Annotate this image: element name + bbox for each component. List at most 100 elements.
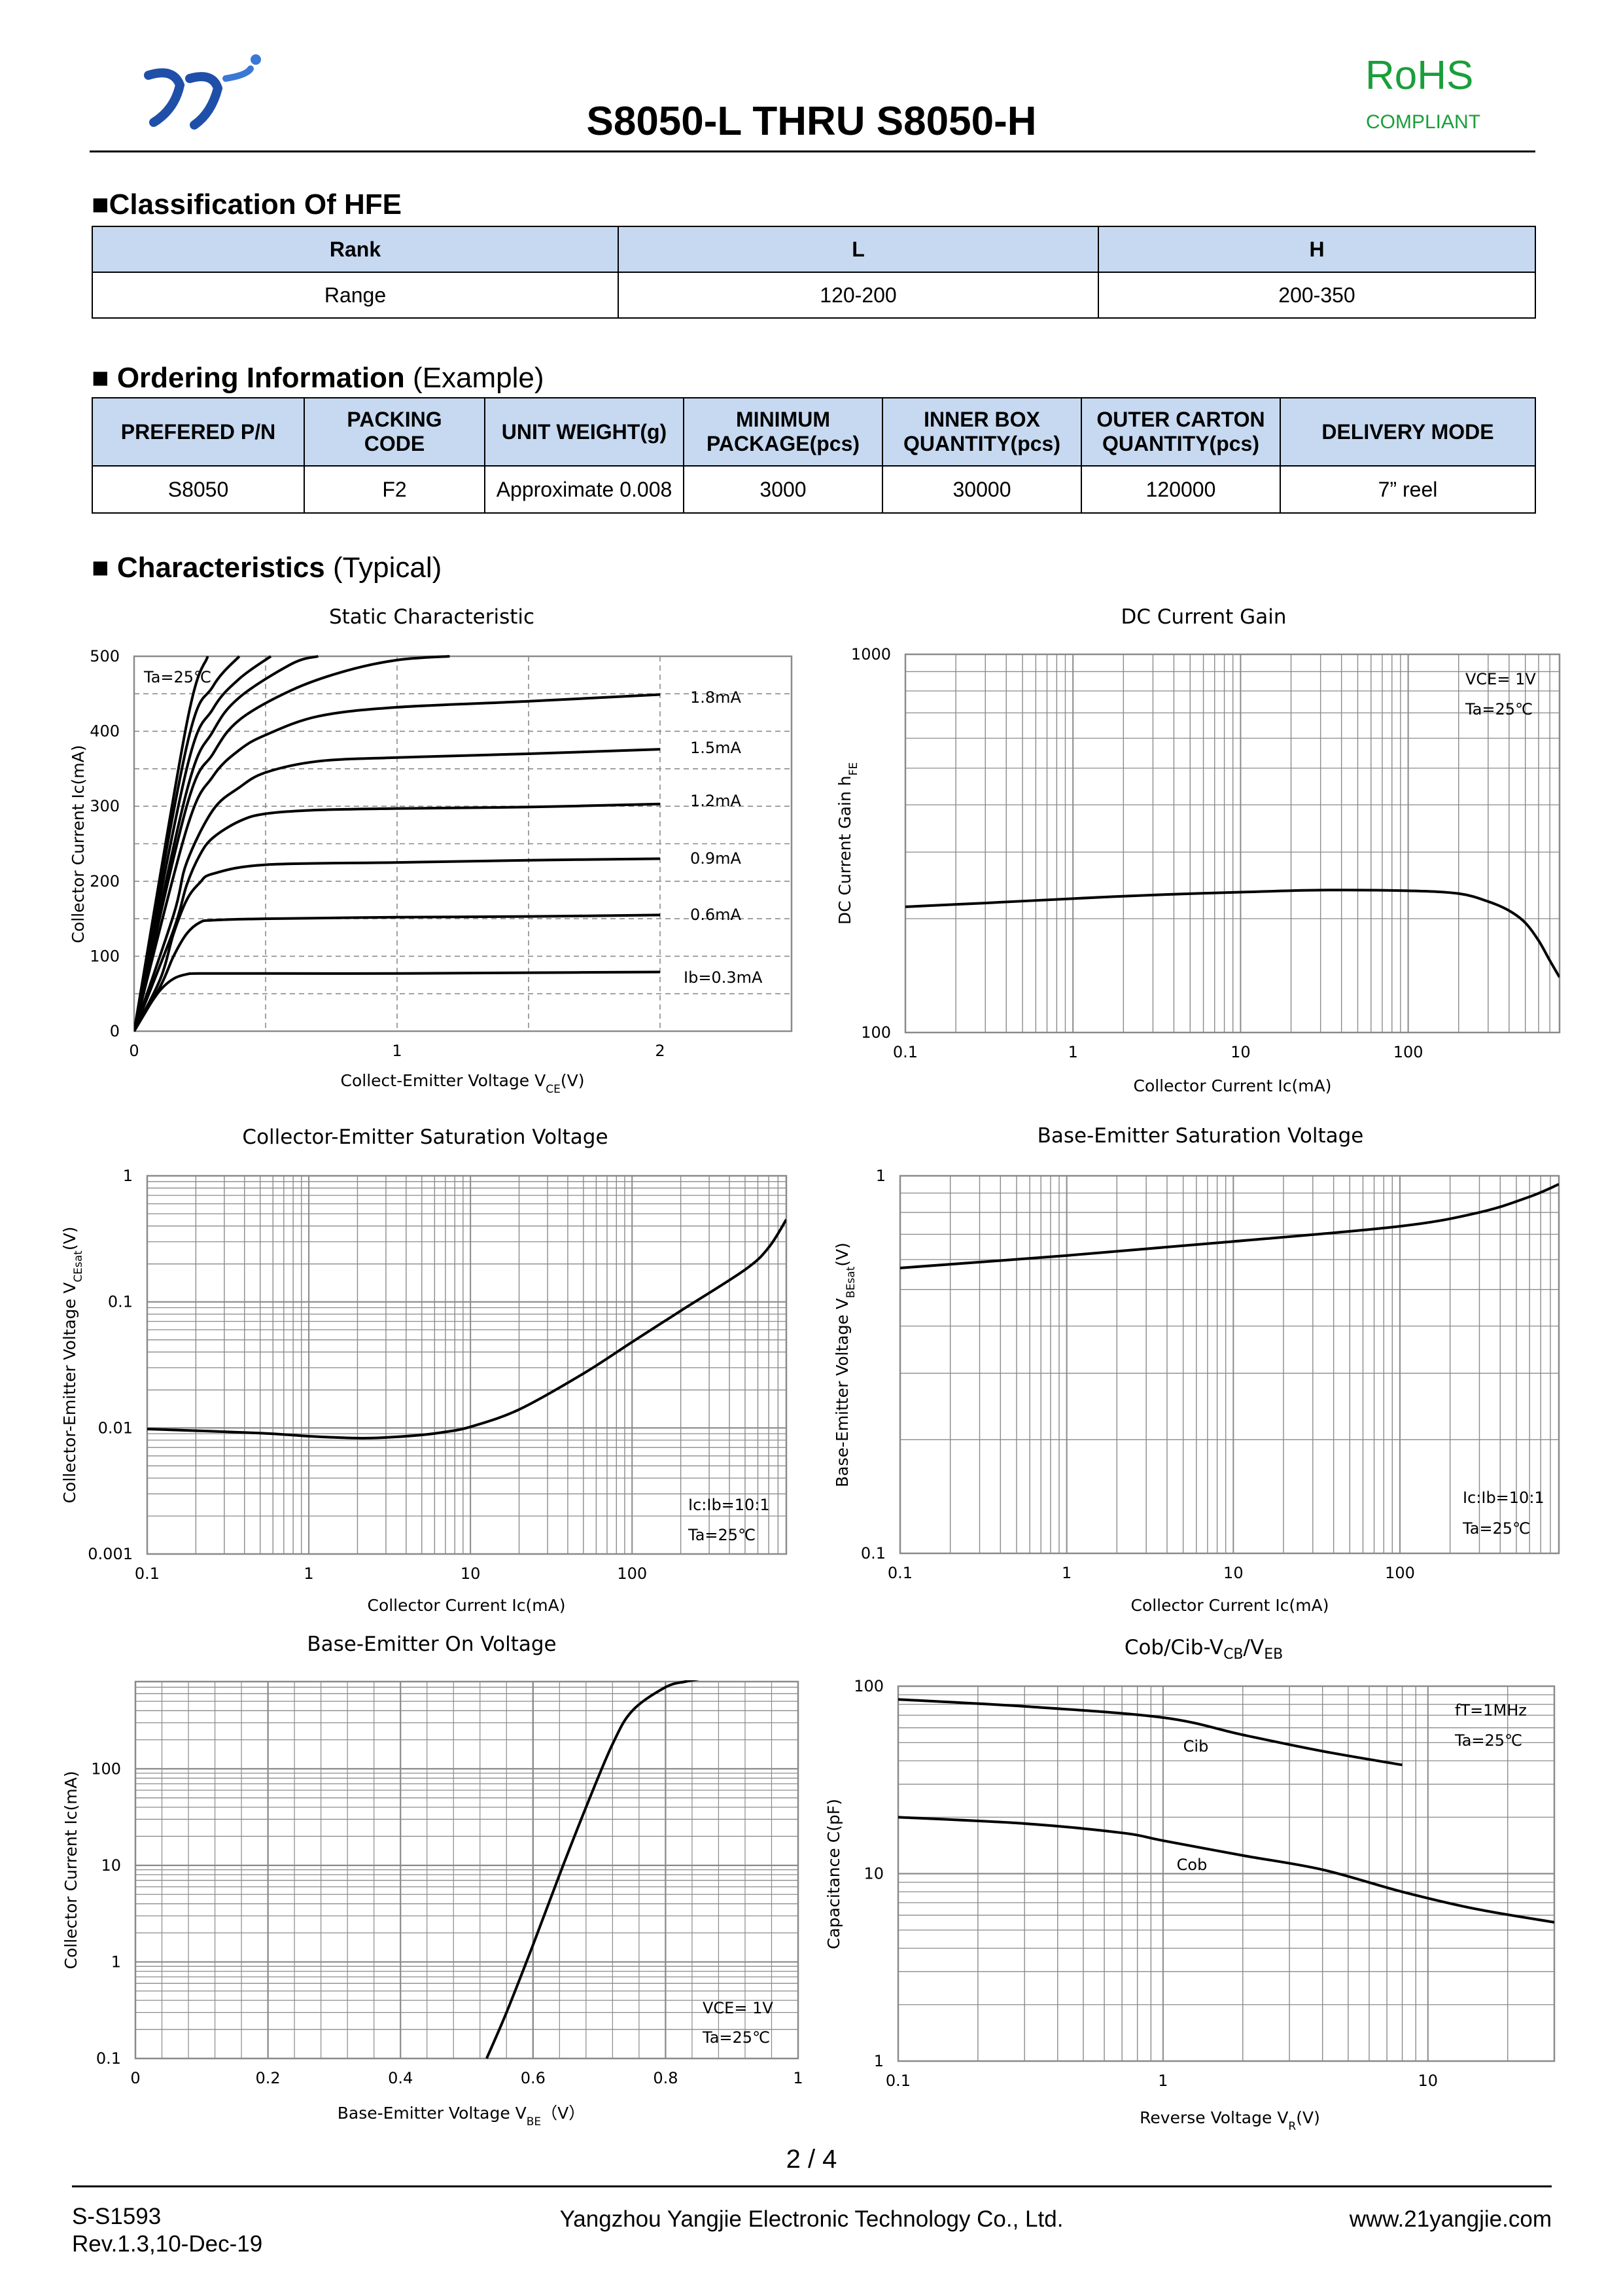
static-series-line <box>134 748 661 1032</box>
vbeon-x-tick-label: 0.2 <box>256 2069 281 2087</box>
static-x-tick-label: 2 <box>655 1042 665 1060</box>
vcesat-x-tick-label: 0.1 <box>135 1564 160 1583</box>
vcesat-plot-frame <box>146 1174 788 1555</box>
vcesat-annotation: Ic:Ib=10:1 <box>688 1496 770 1514</box>
vbesat-y-axis-label: Base-Emitter Voltage VBEsat(V) <box>833 1243 858 1487</box>
hfe-header-h: H <box>1098 226 1536 273</box>
vbesat-y-tick-label: 0.1 <box>861 1544 886 1563</box>
website: www.21yangjie.com <box>1349 2206 1552 2232</box>
cap-plot-frame <box>897 1685 1556 2062</box>
ordering-table: PREFERED P/N PACKING CODE UNIT WEIGHT(g) … <box>92 397 1536 514</box>
ordering-heading-text: Ordering Information <box>116 362 405 394</box>
ordering-header: OUTER CARTON QUANTITY(pcs) <box>1081 397 1281 467</box>
vcesat-x-tick-label: 1 <box>304 1564 313 1583</box>
chart-title-cap: Cob/Cib-VCB/VEB <box>1124 1636 1283 1663</box>
compliant-label: COMPLIANT <box>1366 111 1481 133</box>
gain-x-axis-label: Collector Current Ic(mA) <box>1133 1076 1331 1095</box>
cap-y-tick-label: 1 <box>874 2052 884 2070</box>
gain-x-tick-label: 10 <box>1230 1043 1251 1061</box>
ordering-header: DELIVERY MODE <box>1280 397 1536 467</box>
static-series-label: Ib=0.3mA <box>684 968 763 987</box>
chart-title-vcesat: Collector-Emitter Saturation Voltage <box>242 1125 608 1149</box>
vbesat-x-tick-label: 100 <box>1385 1564 1415 1582</box>
ordering-heading-note: (Example) <box>413 362 544 394</box>
ordering-cell: 120000 <box>1081 465 1281 514</box>
cap-x-tick-label: 1 <box>1158 2072 1168 2090</box>
characteristics-heading-note: (Typical) <box>333 552 442 584</box>
ordering-cell: 7” reel <box>1280 465 1536 514</box>
vbeon-y-tick-label: 0.1 <box>96 2049 121 2068</box>
vbesat-x-axis-label: Collector Current Ic(mA) <box>1130 1596 1329 1615</box>
hfe-header-l: L <box>618 226 1099 273</box>
page-title: S8050-L THRU S8050-H <box>586 99 1037 144</box>
ordering-cell: Approximate 0.008 <box>484 465 684 514</box>
static-series-line <box>134 913 661 1033</box>
vbeon-y-tick-label: 1 <box>111 1952 121 1971</box>
vbesat-plot-frame <box>899 1174 1560 1555</box>
static-series-line <box>134 655 319 1032</box>
gain-grid <box>905 654 1560 1033</box>
vbeon-annotation: Ta=25℃ <box>702 2028 770 2047</box>
vbesat-x-tick-label: 1 <box>1062 1564 1072 1582</box>
gain-plot-frame <box>904 653 1561 1034</box>
ordering-header: MINIMUM PACKAGE(pcs) <box>683 397 883 467</box>
vcesat-y-tick-label: 1 <box>123 1167 133 1185</box>
gain-x-tick-label: 1 <box>1068 1043 1078 1061</box>
gain-x-tick-label: 100 <box>1393 1043 1423 1061</box>
header-divider <box>90 150 1535 152</box>
ordering-heading: ■ Ordering Information (Example) <box>92 362 544 394</box>
revision: Rev.1.3,10-Dec-19 <box>72 2231 263 2257</box>
vbeon-y-axis-label: Collector Current Ic(mA) <box>61 1771 80 1969</box>
ordering-cell: 30000 <box>882 465 1082 514</box>
chart-title-static: Static Characteristic <box>328 605 535 629</box>
vbesat-annotation: Ta=25℃ <box>1462 1519 1530 1538</box>
vbeon-series-line <box>485 1680 699 2059</box>
ordering-cell: F2 <box>304 465 485 514</box>
vbesat-x-tick-label: 10 <box>1223 1564 1244 1582</box>
static-x-tick-label: 1 <box>392 1042 402 1060</box>
vbeon-y-tick-label: 100 <box>91 1759 121 1778</box>
cap-y-axis-label: Capacitance C(pF) <box>824 1799 843 1949</box>
cap-annotation: fT=1MHz <box>1455 1701 1527 1720</box>
vbeon-x-tick-label: 0 <box>130 2069 140 2087</box>
characteristics-heading-text: Characteristics <box>116 552 325 584</box>
vbeon-grid <box>135 1682 798 2058</box>
gain-series-line <box>905 889 1560 978</box>
cap-series-line <box>898 1816 1554 1924</box>
cap-y-tick-label: 10 <box>864 1865 884 1883</box>
vbeon-plot-frame <box>134 1680 799 2060</box>
vcesat-grid <box>147 1176 786 1554</box>
vbeon-x-tick-label: 0.6 <box>521 2069 546 2087</box>
static-series-line <box>134 802 661 1032</box>
hfe-cell-h: 200-350 <box>1098 272 1536 319</box>
rohs-label: RoHS <box>1365 53 1474 98</box>
cap-series-label: Cob <box>1177 1856 1208 1874</box>
gain-y-axis-label: DC Current Gain hFE <box>835 762 860 925</box>
static-series-label: 0.6mA <box>690 906 742 924</box>
static-y-tick-label: 300 <box>90 797 120 815</box>
vcesat-annotation: Ta=25℃ <box>688 1526 756 1544</box>
static-grid <box>134 656 792 1031</box>
vcesat-y-tick-label: 0.001 <box>88 1545 133 1563</box>
static-y-tick-label: 0 <box>110 1022 120 1040</box>
static-series-label: 1.8mA <box>690 688 742 707</box>
ordering-header: INNER BOX QUANTITY(pcs) <box>882 397 1082 467</box>
vcesat-y-axis-label: Collector-Emitter Voltage VCEsat(V) <box>60 1227 85 1504</box>
doc-id: S-S1593 <box>72 2204 162 2229</box>
vbeon-x-tick-label: 0.4 <box>388 2069 413 2087</box>
hfe-heading-text: Classification Of HFE <box>109 188 402 221</box>
ordering-header: PREFERED P/N <box>92 397 305 467</box>
static-series-line <box>134 970 661 1033</box>
gain-annotation: Ta=25℃ <box>1465 700 1533 718</box>
static-y-axis-label: Collector Current Ic(mA) <box>69 745 88 943</box>
gain-y-tick-label: 1000 <box>851 645 891 663</box>
vbeon-y-tick-label: 10 <box>101 1856 121 1875</box>
cap-y-tick-label: 100 <box>854 1677 884 1695</box>
static-series-label: 1.5mA <box>690 739 742 757</box>
vbesat-grid <box>900 1176 1559 1553</box>
chart-title-vbeon: Base-Emitter On Voltage <box>307 1633 557 1656</box>
vcesat-x-tick-label: 10 <box>461 1564 481 1583</box>
vcesat-y-tick-label: 0.01 <box>98 1419 133 1437</box>
vbesat-series-line <box>900 1183 1559 1269</box>
